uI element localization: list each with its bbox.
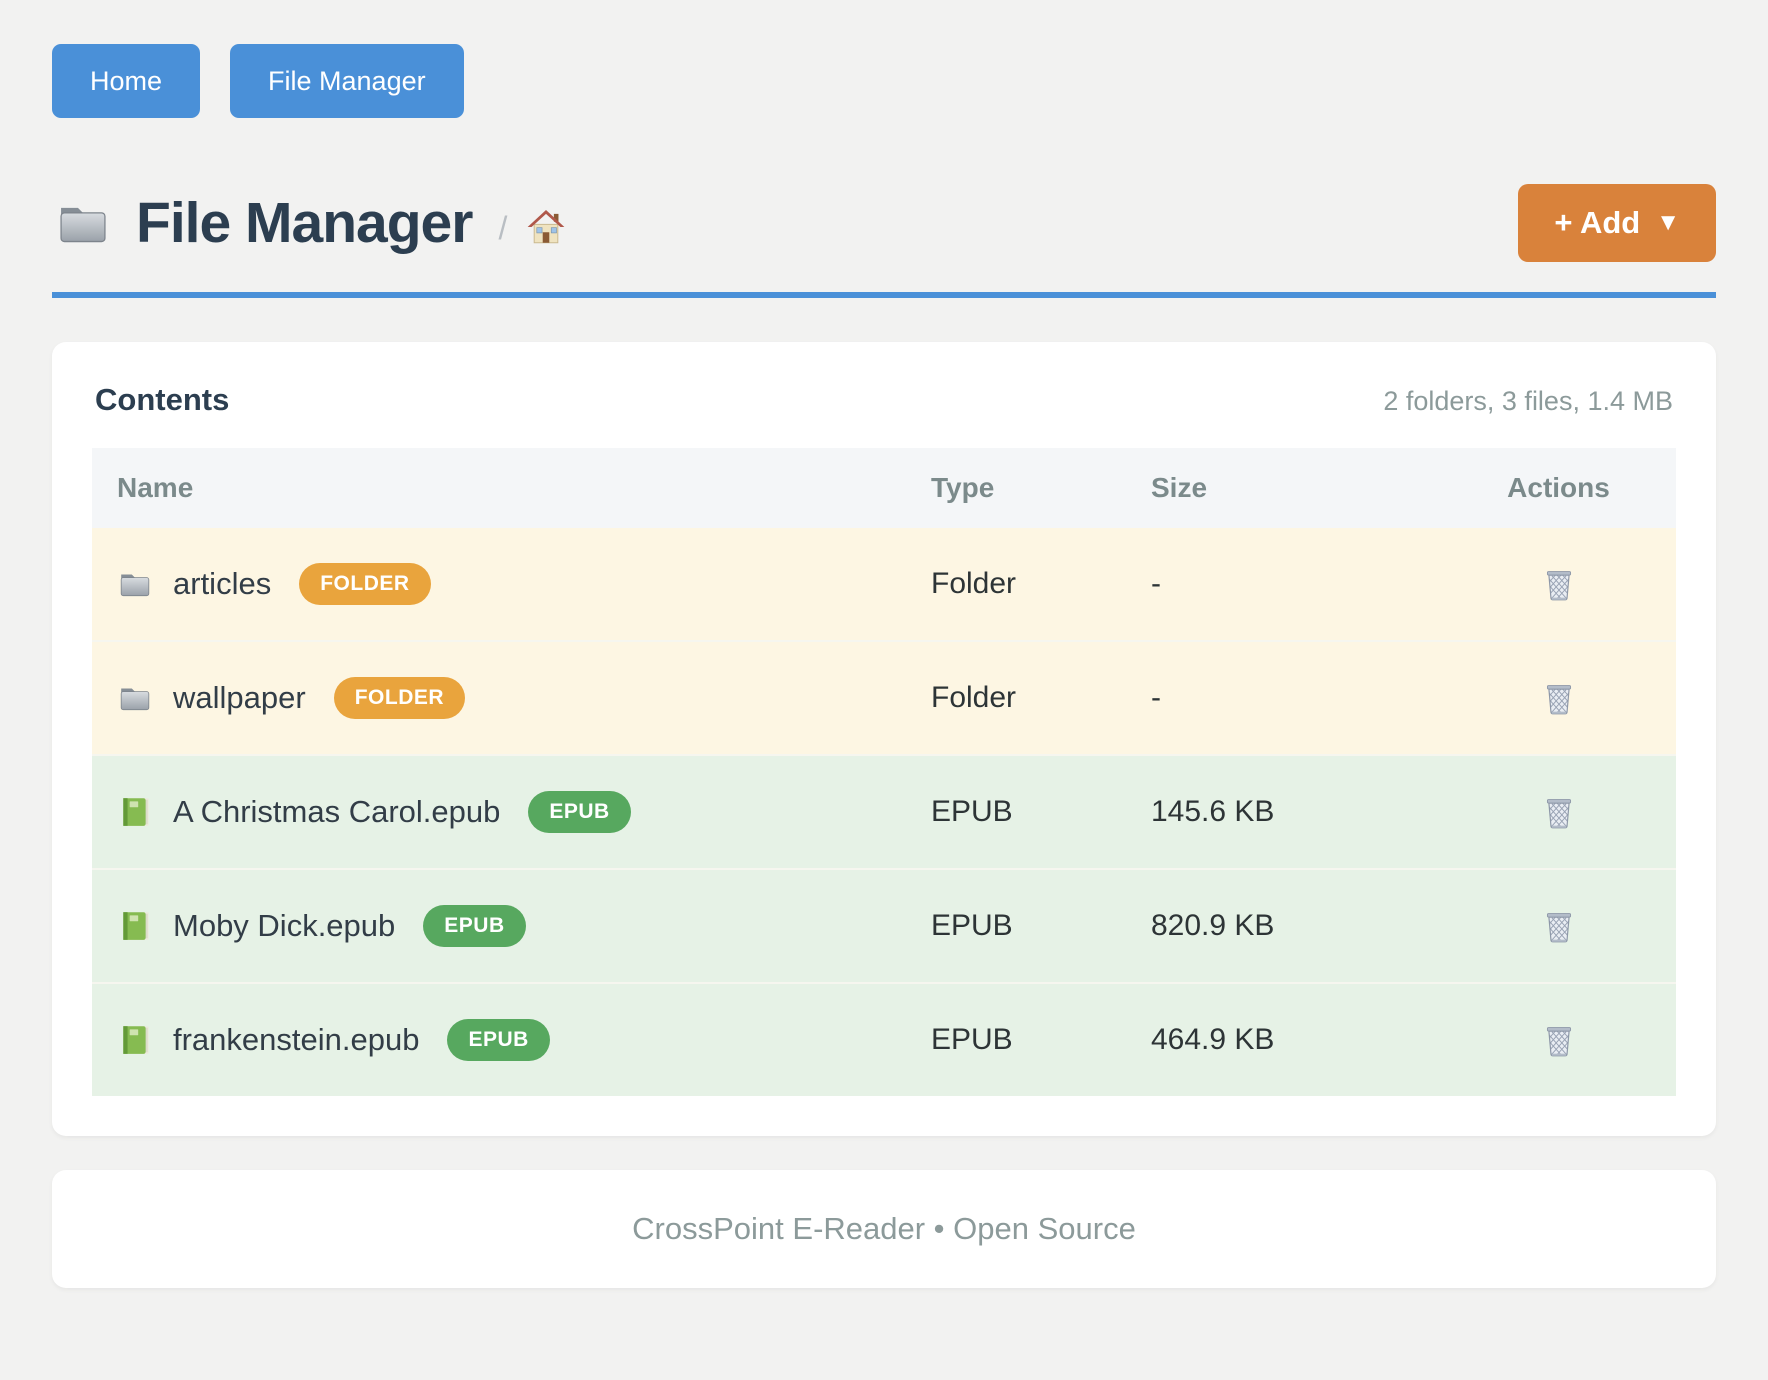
file-name[interactable]: Moby Dick.epub bbox=[173, 908, 396, 943]
top-nav: Home File Manager bbox=[52, 0, 1716, 118]
delete-button[interactable] bbox=[1536, 561, 1582, 607]
type-badge: FOLDER bbox=[299, 563, 431, 605]
contents-card-header: Contents 2 folders, 3 files, 1.4 MB bbox=[92, 382, 1676, 418]
contents-summary: 2 folders, 3 files, 1.4 MB bbox=[1383, 386, 1673, 416]
folder-icon bbox=[52, 196, 114, 250]
footer-text: CrossPoint E-Reader • Open Source bbox=[632, 1211, 1136, 1246]
delete-button[interactable] bbox=[1536, 1017, 1582, 1063]
delete-button[interactable] bbox=[1536, 675, 1582, 721]
trash-icon bbox=[1540, 793, 1578, 831]
table-row[interactable]: Moby Dick.epub EPUB EPUB 820.9 KB bbox=[92, 869, 1676, 983]
delete-button[interactable] bbox=[1536, 903, 1582, 949]
type-cell: EPUB bbox=[931, 909, 1013, 942]
contents-heading: Contents bbox=[95, 382, 230, 417]
file-manager-page: Home File Manager File Manager / + Add ▼… bbox=[52, 0, 1716, 1288]
title-group: File Manager / bbox=[52, 190, 567, 256]
nav-home-button[interactable]: Home bbox=[52, 44, 201, 118]
type-cell: EPUB bbox=[931, 1023, 1013, 1056]
folder-icon bbox=[117, 567, 153, 601]
size-cell: 464.9 KB bbox=[1151, 1023, 1275, 1056]
file-name[interactable]: A Christmas Carol.epub bbox=[173, 794, 501, 829]
green-book-icon bbox=[117, 795, 153, 829]
file-table-head: Name Type Size Actions bbox=[92, 448, 1676, 528]
type-badge: EPUB bbox=[423, 905, 526, 947]
type-cell: Folder bbox=[931, 681, 1017, 714]
delete-button[interactable] bbox=[1536, 789, 1582, 835]
file-name[interactable]: frankenstein.epub bbox=[173, 1022, 420, 1057]
trash-icon bbox=[1540, 1021, 1578, 1059]
type-cell: EPUB bbox=[931, 795, 1013, 828]
table-row[interactable]: wallpaper FOLDER Folder - bbox=[92, 641, 1676, 755]
add-button-label: + Add bbox=[1554, 205, 1641, 240]
table-row[interactable]: articles FOLDER Folder - bbox=[92, 528, 1676, 641]
type-badge: FOLDER bbox=[333, 677, 466, 719]
size-cell: - bbox=[1151, 681, 1161, 714]
contents-card: Contents 2 folders, 3 files, 1.4 MB Name… bbox=[52, 342, 1716, 1136]
trash-icon bbox=[1540, 565, 1578, 603]
column-header-type: Type bbox=[931, 448, 1151, 528]
table-row[interactable]: frankenstein.epub EPUB EPUB 464.9 KB bbox=[92, 983, 1676, 1096]
column-header-name: Name bbox=[92, 448, 931, 528]
breadcrumb-home-link[interactable] bbox=[525, 206, 567, 248]
size-cell: - bbox=[1151, 567, 1161, 600]
type-cell: Folder bbox=[931, 567, 1017, 600]
page-header: File Manager / + Add ▼ bbox=[52, 184, 1716, 262]
chevron-down-icon: ▼ bbox=[1656, 209, 1680, 236]
file-name[interactable]: articles bbox=[173, 566, 272, 601]
folder-icon bbox=[117, 681, 153, 715]
page-title: File Manager bbox=[136, 191, 473, 255]
green-book-icon bbox=[117, 1023, 153, 1057]
column-header-size: Size bbox=[1151, 448, 1441, 528]
trash-icon bbox=[1540, 907, 1578, 945]
type-badge: EPUB bbox=[447, 1019, 550, 1061]
green-book-icon bbox=[117, 909, 153, 943]
breadcrumb-separator: / bbox=[498, 209, 508, 246]
add-button[interactable]: + Add ▼ bbox=[1518, 184, 1716, 262]
size-cell: 145.6 KB bbox=[1151, 795, 1275, 828]
nav-file-manager-button[interactable]: File Manager bbox=[230, 44, 464, 118]
trash-icon bbox=[1540, 679, 1578, 717]
file-table-body: articles FOLDER Folder - wallpaper FOLDE… bbox=[92, 528, 1676, 1096]
file-name[interactable]: wallpaper bbox=[173, 680, 306, 715]
size-cell: 820.9 KB bbox=[1151, 909, 1275, 942]
type-badge: EPUB bbox=[528, 791, 631, 833]
file-table: Name Type Size Actions articles FOLDER F… bbox=[92, 448, 1676, 1096]
column-header-actions: Actions bbox=[1441, 448, 1676, 528]
home-icon bbox=[525, 206, 567, 248]
footer: CrossPoint E-Reader • Open Source bbox=[52, 1170, 1716, 1288]
header-divider bbox=[52, 292, 1716, 298]
table-row[interactable]: A Christmas Carol.epub EPUB EPUB 145.6 K… bbox=[92, 755, 1676, 869]
